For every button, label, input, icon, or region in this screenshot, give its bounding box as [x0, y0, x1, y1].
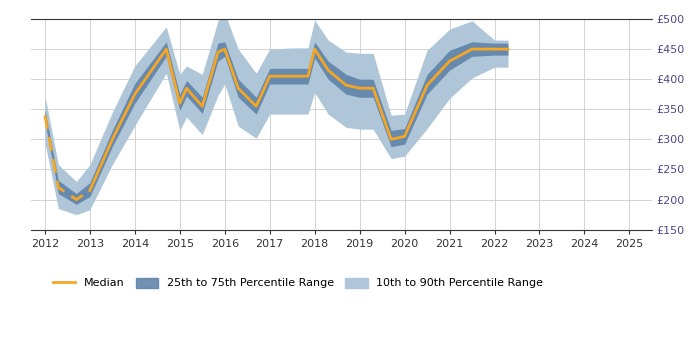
Legend: Median, 25th to 75th Percentile Range, 10th to 90th Percentile Range: Median, 25th to 75th Percentile Range, 1… [48, 273, 548, 293]
